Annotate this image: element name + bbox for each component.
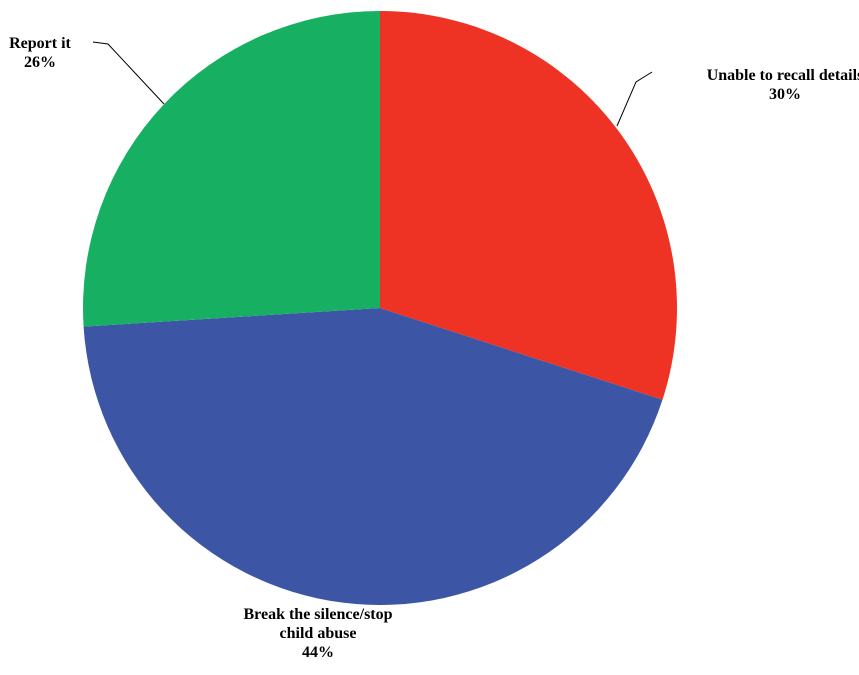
leader-line-0 [616, 71, 653, 127]
pie-slices [83, 11, 677, 605]
slice-name-label-1: child abuse [280, 625, 357, 642]
pie-labels: Unable to recall details 30% Break the sil… [9, 35, 859, 661]
slice-name-label-0: Unable to recall details [707, 67, 859, 84]
slice-name-label-2: Report it [9, 35, 71, 52]
pie-slice-0 [380, 11, 677, 400]
pie-slice-1 [83, 308, 663, 605]
pie-slice-2 [83, 11, 380, 327]
slice-value-label-1: 44% [302, 644, 334, 661]
slice-value-label-2: 26% [24, 54, 56, 71]
slice-name-label-1: Break the silence/stop [243, 606, 392, 623]
pie-leader-lines [92, 41, 653, 127]
leader-line-2 [92, 41, 165, 105]
slice-value-label-0: 30% [769, 86, 801, 103]
